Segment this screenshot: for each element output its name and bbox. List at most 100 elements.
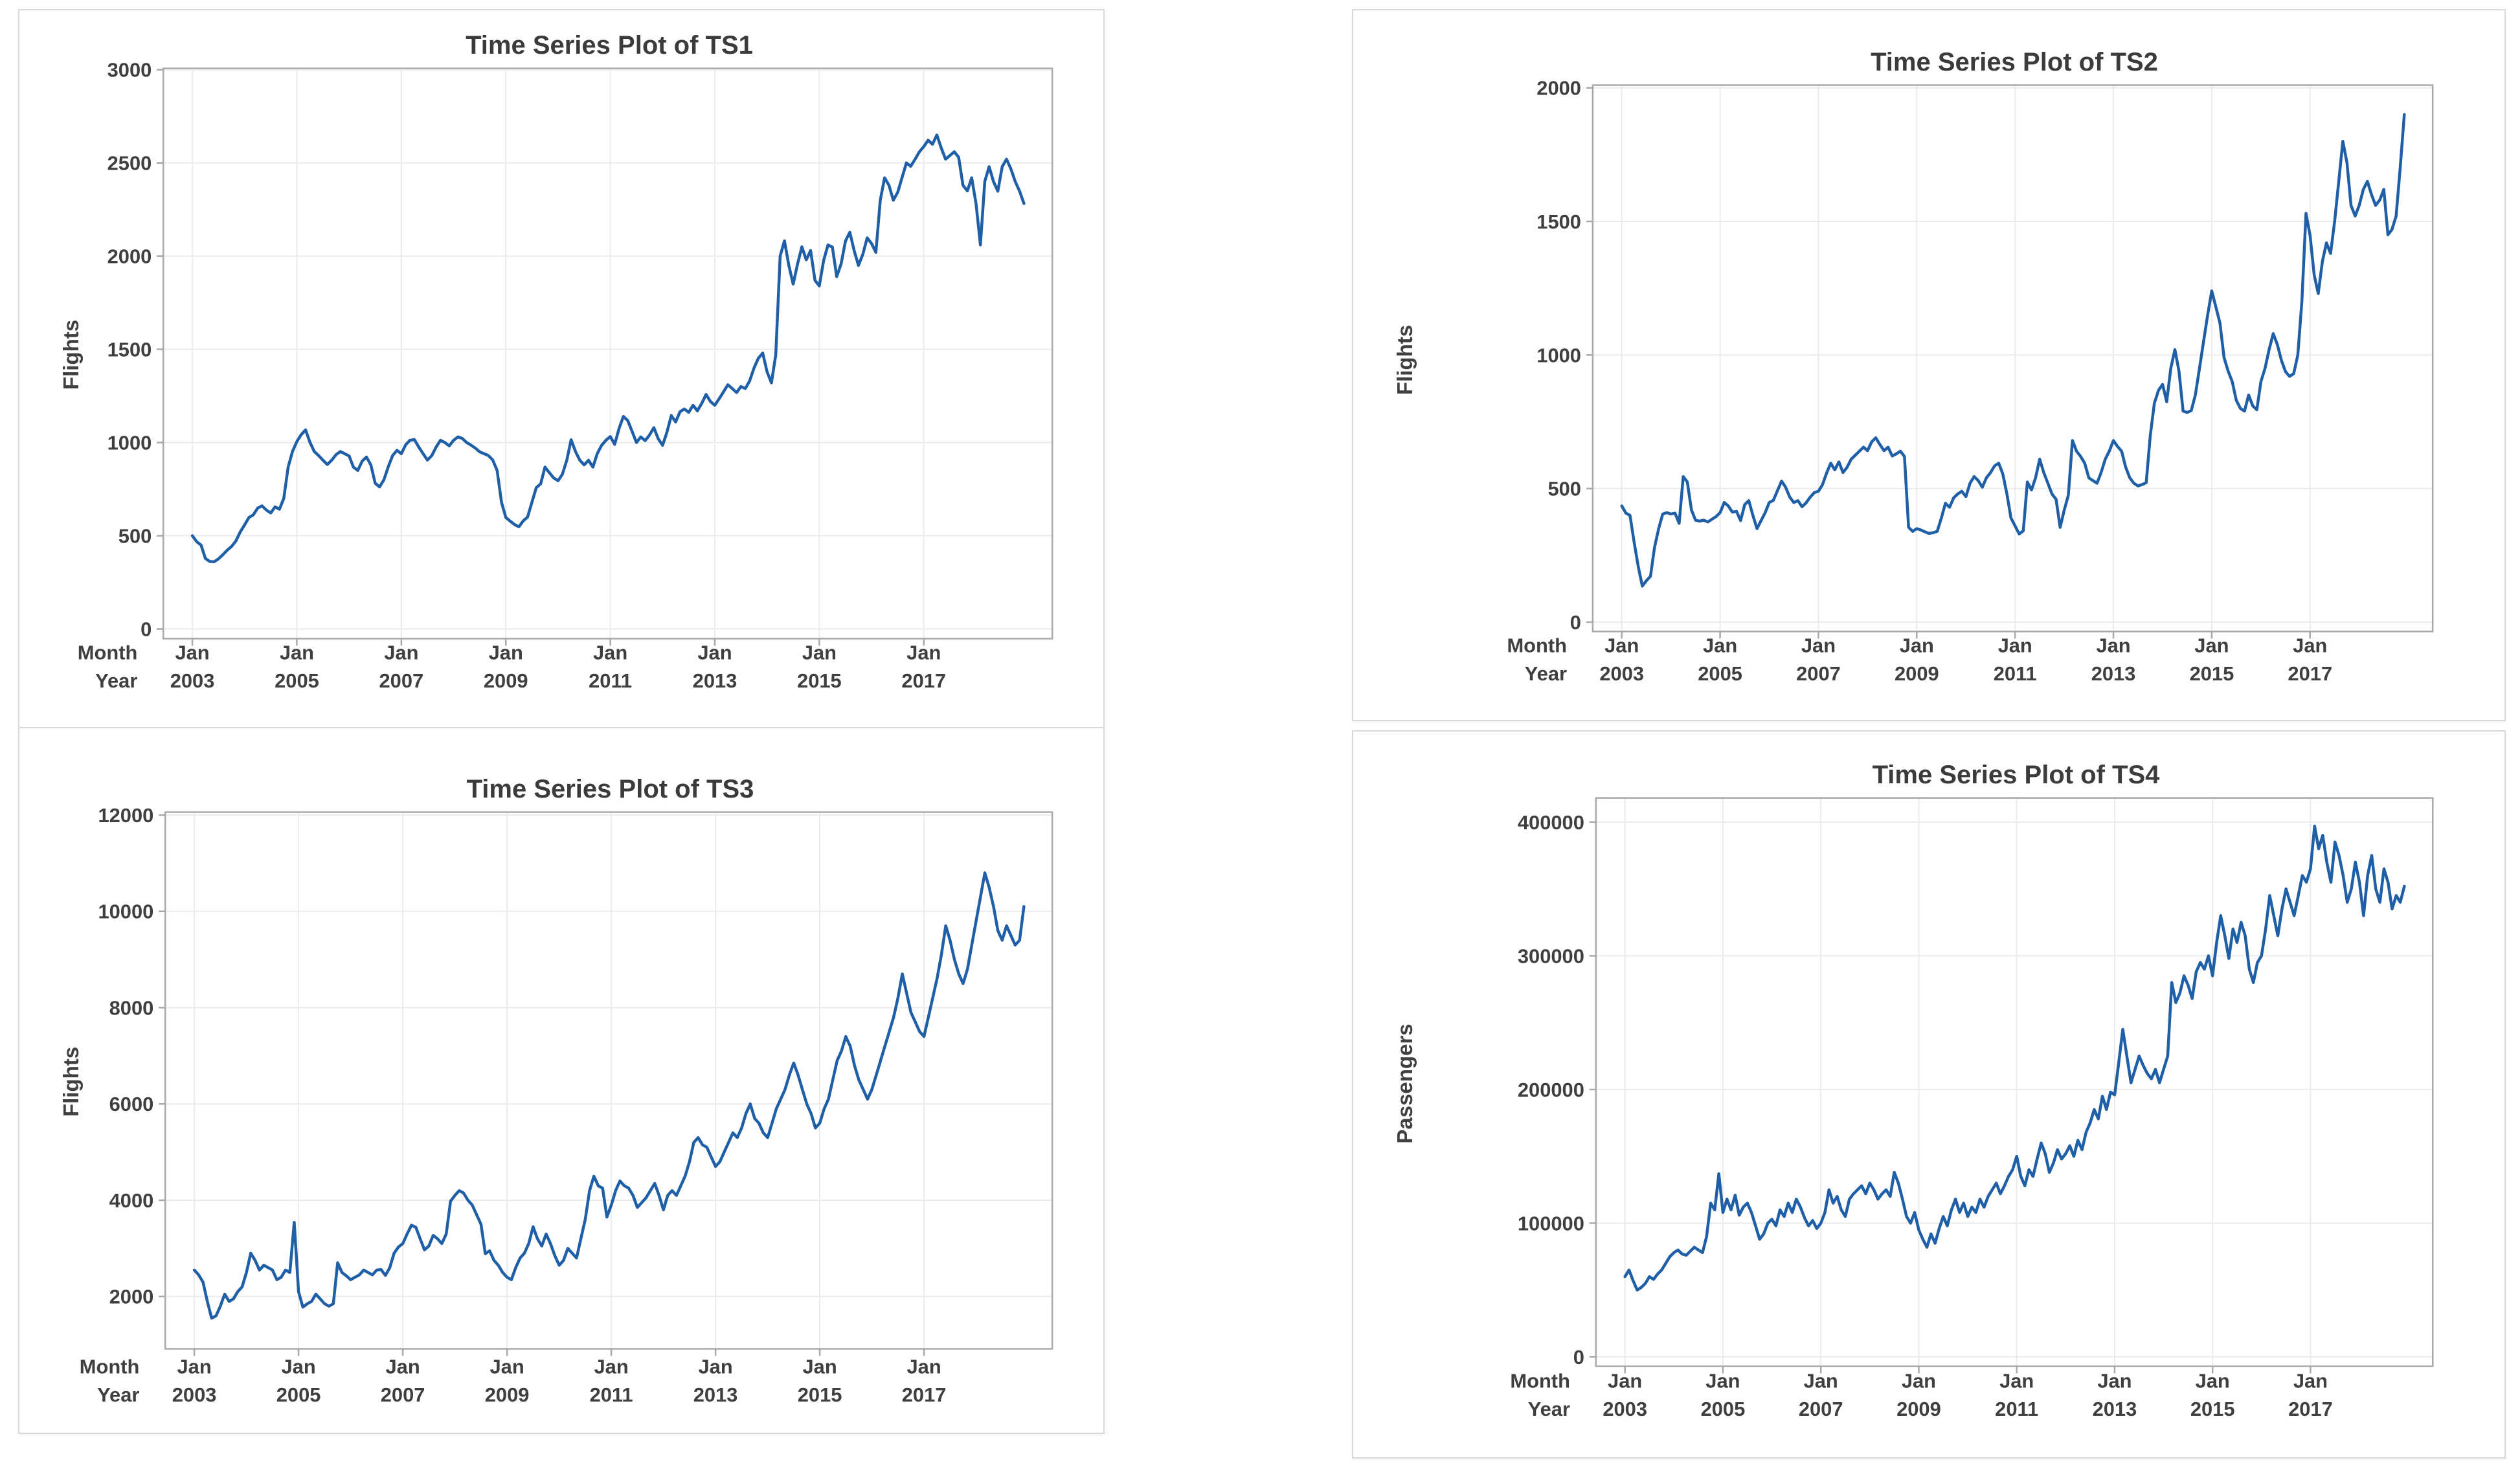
x-tick-month-label: Jan bbox=[1900, 634, 1934, 656]
y-tick-label: 300000 bbox=[1518, 945, 1584, 967]
x-tick-month-label: Jan bbox=[1902, 1369, 1936, 1392]
chart-panel-ts1: Time Series Plot of TS1 Flights 0 500 1000… bbox=[18, 9, 1105, 729]
x-tick-year-label: 2011 bbox=[590, 1383, 633, 1406]
x-tick-month-label: Jan bbox=[384, 641, 418, 664]
x-tick-year-label: 2017 bbox=[2288, 662, 2332, 685]
x-tick-year-label: 2017 bbox=[2288, 1398, 2333, 1420]
x-tick-year-label: 2017 bbox=[902, 1383, 947, 1406]
x-tick-month-label: Jan bbox=[593, 641, 627, 664]
time-series-plot-ts4: 0 100000 200000 300000 400000 Jan 2003 Jan 2005 J… bbox=[1510, 797, 2434, 1420]
x-tick-month-label: Jan bbox=[489, 1355, 524, 1378]
x-tick-year-label: 2013 bbox=[693, 1383, 738, 1406]
chart-title-ts4: Time Series Plot of TS4 bbox=[1872, 761, 2160, 789]
x-axis-year-row-header: Year bbox=[95, 669, 137, 692]
x-tick-month-label: Jan bbox=[1604, 634, 1639, 656]
plot-border bbox=[164, 811, 1053, 1350]
y-tick-label: 0 bbox=[1573, 1346, 1584, 1369]
x-axis-year-row-header: Year bbox=[97, 1383, 139, 1406]
x-tick-year-label: 2007 bbox=[1799, 1398, 1843, 1420]
y-tick-label: 6000 bbox=[109, 1093, 154, 1115]
x-tick-year-label: 2003 bbox=[1599, 662, 1644, 685]
x-tick-month-label: Jan bbox=[489, 641, 523, 664]
x-tick-month-label: Jan bbox=[2293, 1369, 2328, 1392]
x-tick-year-label: 2015 bbox=[2190, 1398, 2235, 1420]
y-tick-label: 0 bbox=[141, 618, 152, 640]
chart-title-ts1: Time Series Plot of TS1 bbox=[466, 31, 753, 60]
x-tick-year-label: 2007 bbox=[379, 669, 423, 692]
series-line bbox=[192, 871, 1026, 1320]
x-tick-month-label: Jan bbox=[177, 1355, 211, 1378]
x-tick-year-label: 2003 bbox=[1603, 1398, 1647, 1420]
time-series-plot-ts2: 0 500 1000 1500 2000 Jan 2003 Jan 2005 Jan 2007 Jan… bbox=[1507, 77, 2434, 685]
x-tick-month-label: Jan bbox=[2194, 634, 2229, 656]
y-tick-label: 2500 bbox=[107, 152, 152, 175]
x-tick-year-label: 2009 bbox=[484, 669, 528, 692]
y-tick-label: 10000 bbox=[98, 900, 153, 923]
y-tick-label: 1000 bbox=[107, 432, 152, 454]
x-tick-month-label: Jan bbox=[906, 641, 941, 664]
y-tick-label: 2000 bbox=[109, 1286, 154, 1308]
x-tick-month-label: Jan bbox=[1804, 1369, 1838, 1392]
y-tick-label: 400000 bbox=[1518, 811, 1584, 834]
x-tick-year-label: 2003 bbox=[172, 1383, 217, 1406]
x-tick-month-label: Jan bbox=[697, 641, 732, 664]
plot-border bbox=[1595, 797, 2434, 1367]
x-tick-month-label: Jan bbox=[802, 641, 837, 664]
y-tick-label: 8000 bbox=[109, 996, 154, 1019]
x-axis-month-row-header: Month bbox=[78, 641, 138, 664]
y-tick-label: 3000 bbox=[107, 59, 152, 82]
x-tick-month-label: Jan bbox=[1705, 1369, 1740, 1392]
x-tick-year-label: 2005 bbox=[1701, 1398, 1746, 1420]
x-tick-month-label: Jan bbox=[802, 1355, 837, 1378]
chart-title-ts3: Time Series Plot of TS3 bbox=[466, 775, 754, 803]
chart-title-ts2: Time Series Plot of TS2 bbox=[1871, 48, 2158, 76]
x-tick-year-label: 2009 bbox=[485, 1383, 530, 1406]
x-tick-month-label: Jan bbox=[2097, 1369, 2132, 1392]
series-line bbox=[1623, 824, 2406, 1292]
x-tick-year-label: 2015 bbox=[797, 669, 842, 692]
x-tick-year-label: 2011 bbox=[1995, 1398, 2038, 1420]
x-tick-month-label: Jan bbox=[906, 1355, 941, 1378]
x-axis-year-row-header: Year bbox=[1525, 662, 1567, 685]
x-axis-month-row-header: Month bbox=[1510, 1369, 1570, 1392]
x-tick-month-label: Jan bbox=[2293, 634, 2327, 656]
x-tick-month-label: Jan bbox=[1703, 634, 1737, 656]
x-tick-month-label: Jan bbox=[1998, 634, 2032, 656]
x-axis-year-row-header: Year bbox=[1528, 1398, 1570, 1420]
y-tick-label: 1000 bbox=[1536, 344, 1581, 366]
x-tick-year-label: 2005 bbox=[276, 1383, 321, 1406]
y-tick-label: 2000 bbox=[107, 245, 152, 268]
x-tick-year-label: 2015 bbox=[2190, 662, 2234, 685]
x-tick-month-label: Jan bbox=[281, 1355, 315, 1378]
chart-panel-ts2: Time Series Plot of TS2 Flights 0 500 1000… bbox=[1352, 9, 2506, 721]
chart-panel-ts3: Time Series Plot of TS3 Flights 2000 4000… bbox=[18, 727, 1105, 1434]
x-tick-year-label: 2013 bbox=[2091, 662, 2136, 685]
x-tick-year-label: 2009 bbox=[1896, 1398, 1941, 1420]
x-tick-year-label: 2011 bbox=[1994, 662, 2037, 685]
y-tick-label: 200000 bbox=[1518, 1079, 1584, 1101]
x-tick-year-label: 2007 bbox=[381, 1383, 425, 1406]
series-line bbox=[1620, 113, 2406, 588]
x-tick-year-label: 2013 bbox=[693, 669, 737, 692]
y-tick-label: 12000 bbox=[98, 804, 153, 827]
x-tick-month-label: Jan bbox=[280, 641, 314, 664]
x-tick-year-label: 2005 bbox=[1698, 662, 1742, 685]
y-tick-label: 2000 bbox=[1536, 77, 1581, 100]
time-series-plot-ts1: 0 500 1000 1500 2000 2500 3000 Jan 2003 Jan 2005 Ja… bbox=[78, 59, 1053, 692]
chart-panel-ts4: Time Series Plot of TS4 Passengers 0 1000… bbox=[1352, 730, 2506, 1459]
time-series-plot-ts3: 2000 4000 6000 8000 10000 12000 Jan 2003 Jan 2005… bbox=[80, 804, 1053, 1406]
x-tick-month-label: Jan bbox=[1999, 1369, 2034, 1392]
x-tick-year-label: 2005 bbox=[275, 669, 319, 692]
x-tick-month-label: Jan bbox=[2096, 634, 2130, 656]
x-tick-month-label: Jan bbox=[175, 641, 209, 664]
series-line bbox=[190, 133, 1026, 564]
x-tick-year-label: 2003 bbox=[170, 669, 215, 692]
plot-border bbox=[162, 67, 1053, 640]
y-tick-label: 100000 bbox=[1518, 1212, 1584, 1235]
x-tick-month-label: Jan bbox=[1801, 634, 1836, 656]
y-tick-label: 1500 bbox=[1536, 210, 1581, 233]
y-tick-label: 500 bbox=[118, 525, 152, 548]
x-tick-year-label: 2017 bbox=[901, 669, 946, 692]
x-tick-year-label: 2015 bbox=[798, 1383, 842, 1406]
x-tick-month-label: Jan bbox=[698, 1355, 732, 1378]
